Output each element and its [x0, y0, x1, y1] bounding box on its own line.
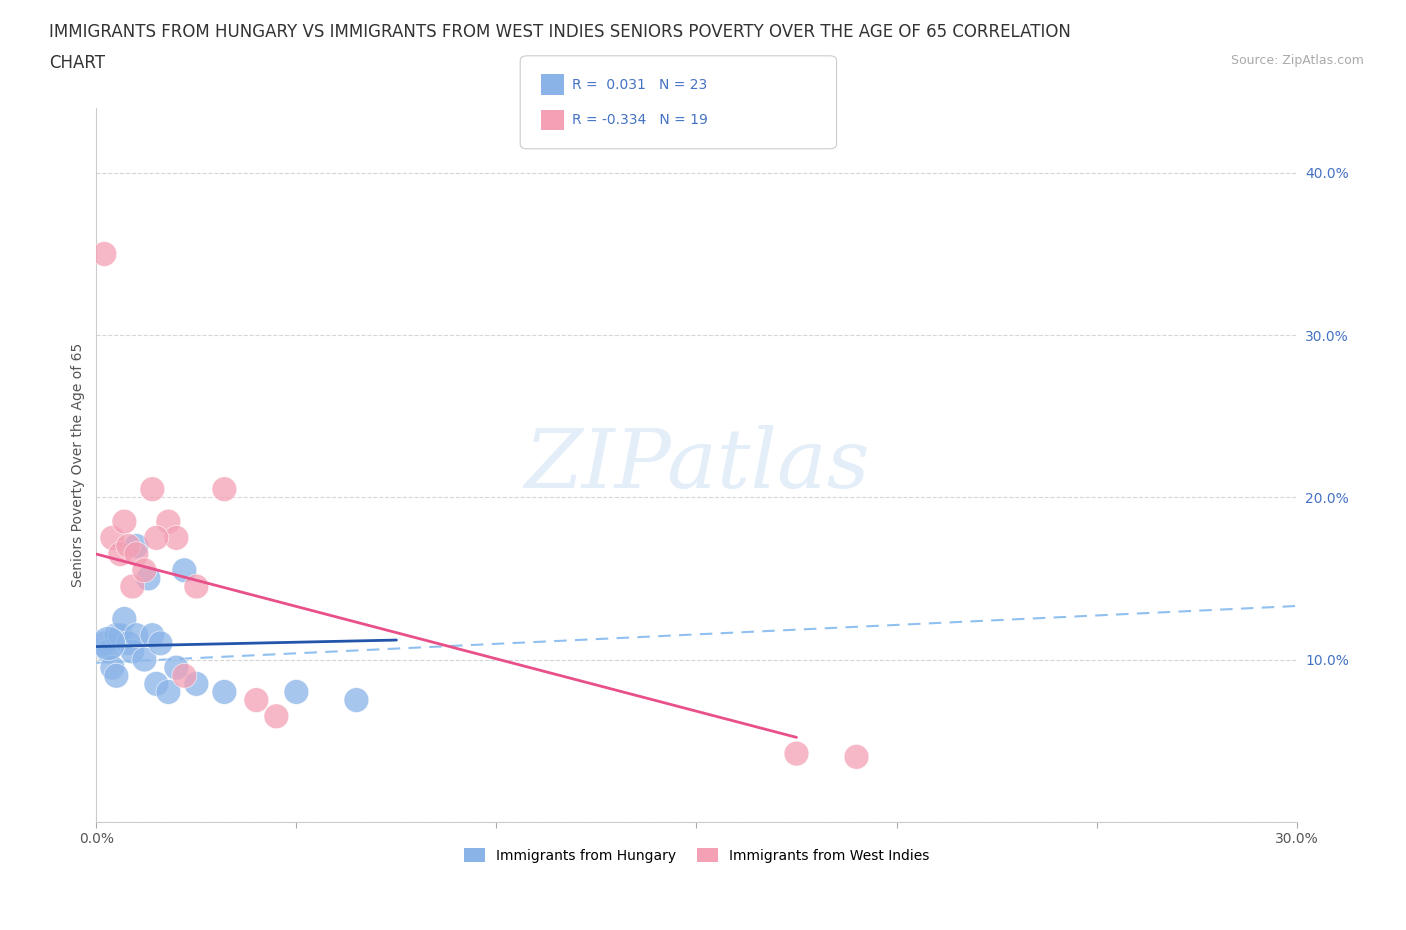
- Point: [157, 684, 180, 699]
- Point: [165, 660, 187, 675]
- Point: [145, 530, 167, 545]
- Point: [110, 547, 132, 562]
- Point: [214, 482, 236, 497]
- Point: [105, 628, 128, 643]
- Point: [121, 644, 143, 658]
- Point: [141, 482, 163, 497]
- Point: [117, 636, 139, 651]
- Point: [344, 693, 367, 708]
- Text: ZIPatlas: ZIPatlas: [523, 425, 869, 505]
- Point: [157, 514, 180, 529]
- Point: [245, 693, 267, 708]
- Point: [285, 684, 308, 699]
- Y-axis label: Seniors Poverty Over the Age of 65: Seniors Poverty Over the Age of 65: [72, 343, 86, 587]
- Point: [125, 628, 148, 643]
- Point: [134, 563, 156, 578]
- Point: [145, 676, 167, 691]
- Text: R = -0.334   N = 19: R = -0.334 N = 19: [572, 113, 709, 127]
- Point: [266, 709, 288, 724]
- Point: [97, 636, 120, 651]
- Point: [845, 750, 868, 764]
- Text: CHART: CHART: [49, 54, 105, 72]
- Point: [786, 746, 808, 761]
- Point: [173, 669, 195, 684]
- Point: [138, 571, 160, 586]
- Point: [121, 579, 143, 594]
- Point: [125, 538, 148, 553]
- Point: [125, 547, 148, 562]
- Point: [186, 676, 208, 691]
- Text: R =  0.031   N = 23: R = 0.031 N = 23: [572, 77, 707, 92]
- Point: [165, 530, 187, 545]
- Point: [214, 684, 236, 699]
- Text: IMMIGRANTS FROM HUNGARY VS IMMIGRANTS FROM WEST INDIES SENIORS POVERTY OVER THE : IMMIGRANTS FROM HUNGARY VS IMMIGRANTS FR…: [49, 23, 1071, 41]
- Point: [101, 530, 124, 545]
- Point: [110, 628, 132, 643]
- Point: [186, 579, 208, 594]
- Point: [149, 636, 172, 651]
- Point: [112, 514, 135, 529]
- Point: [93, 636, 115, 651]
- Text: Source: ZipAtlas.com: Source: ZipAtlas.com: [1230, 54, 1364, 67]
- Point: [141, 628, 163, 643]
- Point: [93, 246, 115, 261]
- Point: [105, 669, 128, 684]
- Point: [134, 652, 156, 667]
- Legend: Immigrants from Hungary, Immigrants from West Indies: Immigrants from Hungary, Immigrants from…: [458, 843, 935, 869]
- Point: [101, 660, 124, 675]
- Point: [117, 538, 139, 553]
- Point: [112, 612, 135, 627]
- Point: [173, 563, 195, 578]
- Point: [97, 644, 120, 658]
